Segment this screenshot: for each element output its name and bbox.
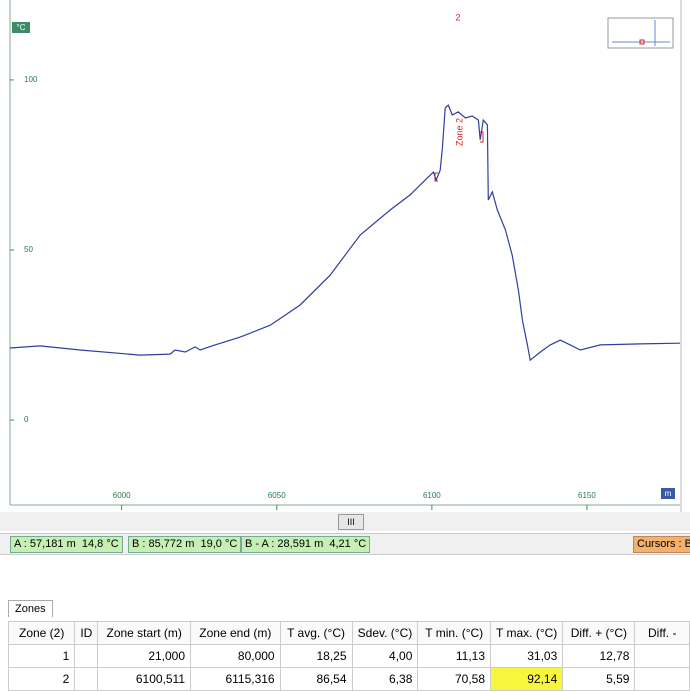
header-cell: Zone start (m) xyxy=(97,621,192,645)
cell: 11,13 xyxy=(417,644,492,668)
cell: 6100,511 xyxy=(97,667,192,691)
y-tick-label: 100 xyxy=(24,75,38,84)
cursor-diff: B - A : 28,591 m 4,21 °C xyxy=(241,536,371,553)
cell: 80,000 xyxy=(190,644,281,668)
header-cell: Diff. + (°C) xyxy=(562,621,636,645)
row: 1 21,000 80,000 18,25 4,00 11,13 31,03 12,78 xyxy=(7,644,690,668)
header-row: Zone (2) ID Zone start (m) Zone end (m) T av… xyxy=(7,621,690,645)
cell: 5,59 xyxy=(562,667,636,691)
header-cell: Diff. - xyxy=(634,621,690,645)
cell: 12,78 xyxy=(562,644,636,668)
cell: 1 xyxy=(7,644,76,668)
cell: 2 xyxy=(7,667,76,691)
tab[interactable]: Zones xyxy=(8,600,53,617)
line xyxy=(9,104,681,362)
cell xyxy=(634,667,690,691)
x-unit: m xyxy=(665,489,672,498)
cursor-a: A : 57,181 m 14,8 °C xyxy=(10,536,123,553)
cell xyxy=(74,644,99,668)
cell: 92,14 xyxy=(490,667,564,691)
zone-marker: 2 xyxy=(455,12,460,22)
zones-table: Zone (2) ID Zone start (m) Zone end (m) T av… xyxy=(7,621,690,691)
h-scrollbar[interactable]: III xyxy=(0,512,690,531)
cell xyxy=(634,644,690,668)
x-unit-badge xyxy=(661,488,675,499)
overview-window xyxy=(639,39,645,45)
y-unit: °C xyxy=(17,23,26,32)
header-cell: T min. (°C) xyxy=(417,621,492,645)
cursor-b: B : 85,772 m 19,0 °C xyxy=(128,536,242,553)
header-cell: T avg. (°C) xyxy=(279,621,353,645)
chart: °C m 2 Zone 2 0 50 100 6000 6050 6100 6150 xyxy=(9,0,682,512)
cursors[interactable]: Cursors : B xyxy=(633,536,690,553)
y-tick-label: 50 xyxy=(24,245,33,254)
header-cell: T max. (°C) xyxy=(490,621,564,645)
x-tick-label: 6100 xyxy=(423,491,441,500)
y-unit-badge xyxy=(12,22,30,33)
cell: 6115,316 xyxy=(190,667,281,691)
cell: 18,25 xyxy=(279,644,353,668)
x-tick-label: 6150 xyxy=(578,491,596,500)
zone-label: Zone 2 xyxy=(454,118,464,146)
cell: 21,000 xyxy=(97,644,192,668)
row: 2 6100,511 6115,316 86,54 6,38 70,58 92,14 5,59 xyxy=(7,667,690,691)
cell: 70,58 xyxy=(417,667,492,691)
cell: 31,03 xyxy=(490,644,564,668)
cell: 4,00 xyxy=(351,644,419,668)
cell: 86,54 xyxy=(279,667,353,691)
header-cell: ID xyxy=(74,621,99,645)
header-cell: Zone end (m) xyxy=(190,621,281,645)
x-tick-label: 6050 xyxy=(268,491,286,500)
status-bar: A : 57,181 m 14,8 °C B : 85,772 m 19,0 °… xyxy=(0,533,690,555)
overview-line xyxy=(612,20,670,46)
x-tick-label: 6000 xyxy=(113,491,131,500)
header-cell: Zone (2) xyxy=(7,621,76,645)
scroll-thumb[interactable]: III xyxy=(338,514,364,530)
cell xyxy=(74,667,99,691)
y-tick-label: 0 xyxy=(24,415,29,424)
cell: 6,38 xyxy=(351,667,419,691)
header-cell: Sdev. (°C) xyxy=(351,621,419,645)
overview[interactable] xyxy=(607,17,674,49)
